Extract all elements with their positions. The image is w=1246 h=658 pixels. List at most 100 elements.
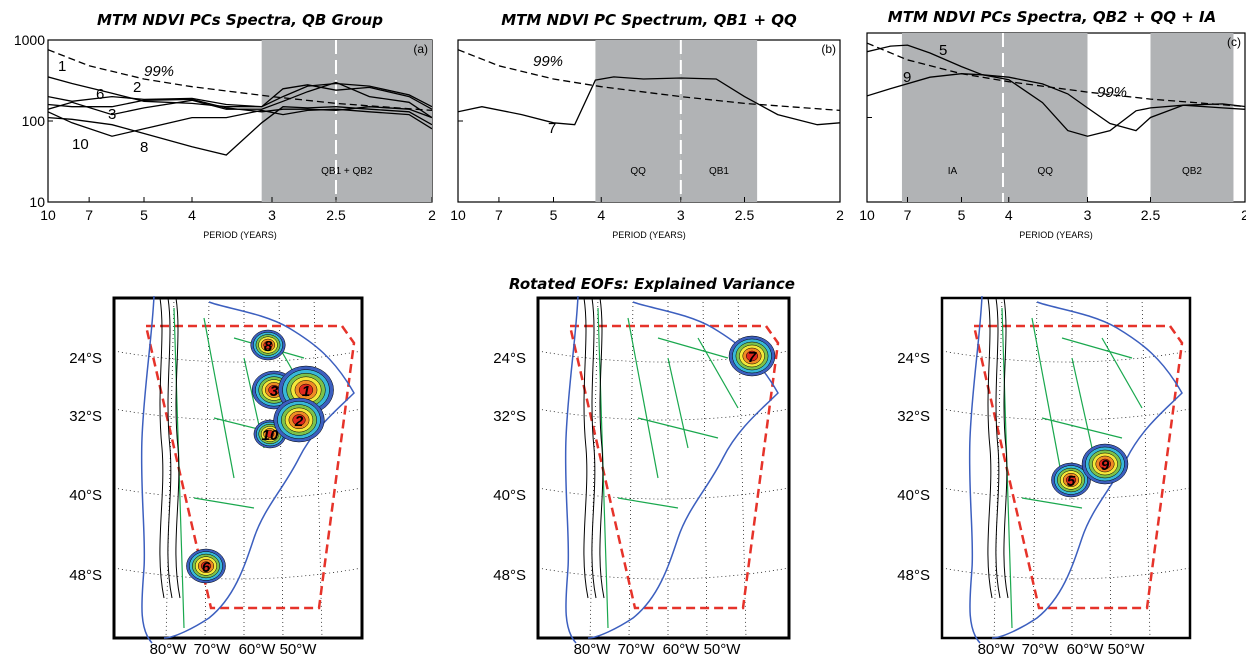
graticule-meridian: [628, 297, 634, 639]
latitude-label: 40°S: [69, 487, 102, 504]
x-tick-label: 2: [836, 207, 844, 223]
coastline-west: [968, 295, 983, 644]
longitude-label: 70°W: [194, 641, 232, 658]
latitude-label: 40°S: [897, 487, 930, 504]
series-annotation: 7: [548, 120, 556, 137]
period-band: [1002, 33, 1088, 202]
topography-contour: [995, 297, 1001, 599]
series-annotation: 10: [72, 136, 89, 153]
series-line-2: [48, 84, 432, 110]
eof-blob-level: [265, 430, 275, 438]
band-label: QQ: [1037, 166, 1053, 177]
plot-area: QB1 + QB2: [48, 40, 432, 202]
longitude-label: 70°W: [618, 641, 656, 658]
coastline-west: [140, 295, 155, 644]
domain-box: [568, 324, 780, 610]
latitude-label: 32°S: [69, 408, 102, 425]
graticule-meridian: [589, 297, 599, 639]
band-label: QB1: [709, 166, 729, 177]
domain-box: [144, 324, 356, 610]
x-tick-label: 4: [188, 207, 196, 223]
eof-map-2: 7 24°S 32°S 40°S 48°S 80°W 70°W 60°W 50°W: [493, 295, 791, 658]
x-axis-label: PERIOD (YEARS): [203, 230, 277, 240]
political-border: [657, 337, 729, 359]
x-tick-label: 10: [40, 207, 56, 223]
x-tick-label: 3: [268, 207, 276, 223]
political-border: [1071, 357, 1093, 449]
political-border: [193, 497, 255, 509]
x-tick-label: 5: [958, 207, 966, 223]
longitude-label: 50°W: [1108, 641, 1146, 658]
x-axis-label: PERIOD (YEARS): [612, 230, 686, 240]
topography-contour: [175, 297, 181, 599]
figure-title: Rotated EOFs: Explained Variance: [509, 275, 795, 293]
plot-area: IA QQ QB2: [867, 33, 1245, 202]
series-annotation: 3: [108, 106, 116, 123]
coastline-west: [564, 295, 579, 644]
series-annotation: 5: [939, 42, 947, 59]
topography-contour: [1003, 297, 1009, 599]
eof-blob-level: [1099, 458, 1111, 470]
significance-line: [867, 42, 1245, 108]
series-annotation: 2: [133, 79, 141, 96]
x-tick-label: 3: [1084, 207, 1092, 223]
map-content: 7: [537, 295, 790, 644]
topography-contour: [591, 297, 597, 599]
political-border: [1101, 337, 1143, 409]
eof-label: 5: [1067, 473, 1076, 490]
x-tick-label: 7: [904, 207, 912, 223]
series-line-6: [48, 98, 432, 119]
series-annotation: 99%: [533, 53, 563, 70]
series-line-10: [48, 108, 432, 137]
eof-blob-level: [298, 383, 314, 397]
x-tick-label: 7: [85, 207, 93, 223]
coastline-east: [163, 301, 355, 639]
graticule-parallel: [113, 350, 363, 363]
series-annotation: 1: [58, 58, 66, 75]
x-tick-label: 5: [140, 207, 148, 223]
plot-area: QQ QB1: [458, 40, 840, 202]
spectra-charts: MTM NDVI PCs Spectra, QB Group QB1 + QB2 1…: [14, 8, 1246, 240]
panel-label: (b): [821, 42, 836, 56]
x-tick-label: 10: [859, 207, 875, 223]
political-border: [1041, 417, 1123, 439]
longitude-label: 60°W: [1067, 641, 1105, 658]
political-border: [637, 417, 719, 439]
graticule-meridian: [1032, 297, 1038, 639]
graticule-meridian: [313, 297, 323, 639]
latitude-label: 24°S: [493, 350, 526, 367]
chart-title: MTM NDVI PCs Spectra, QB Group: [97, 11, 383, 29]
eof-label: 6: [202, 559, 211, 576]
eof-blob-level: [200, 561, 212, 571]
political-border: [627, 317, 659, 479]
significance-line: [458, 49, 840, 112]
period-band: [595, 40, 681, 202]
topography-contour: [987, 297, 993, 599]
topography-contour: [583, 297, 589, 599]
x-tick-label: 2.5: [735, 207, 755, 223]
period-band: [261, 40, 432, 202]
series-line-9: [867, 73, 1245, 132]
x-tick-label: 2.5: [1141, 207, 1161, 223]
x-tick-label: 5: [550, 207, 558, 223]
band-label: IA: [948, 166, 958, 177]
series-annotation: 8: [140, 139, 148, 156]
graticule-meridian: [993, 297, 1003, 639]
longitude-label: 60°W: [239, 641, 277, 658]
political-border: [667, 357, 689, 449]
latitude-label: 48°S: [69, 567, 102, 584]
longitude-label: 50°W: [704, 641, 742, 658]
coastline-east: [587, 301, 779, 639]
series-line-5: [867, 44, 1245, 137]
graticule-meridian: [1106, 297, 1112, 639]
eof-blob-level: [263, 341, 273, 349]
series-annotation: 99%: [1097, 84, 1127, 101]
chart-title: MTM NDVI PC Spectrum, QB1 + QQ: [501, 11, 797, 29]
latitude-label: 32°S: [493, 408, 526, 425]
topography-contour: [599, 297, 605, 599]
latitude-label: 24°S: [69, 350, 102, 367]
domain-box: [972, 324, 1184, 610]
graticule-parallel: [113, 487, 363, 500]
